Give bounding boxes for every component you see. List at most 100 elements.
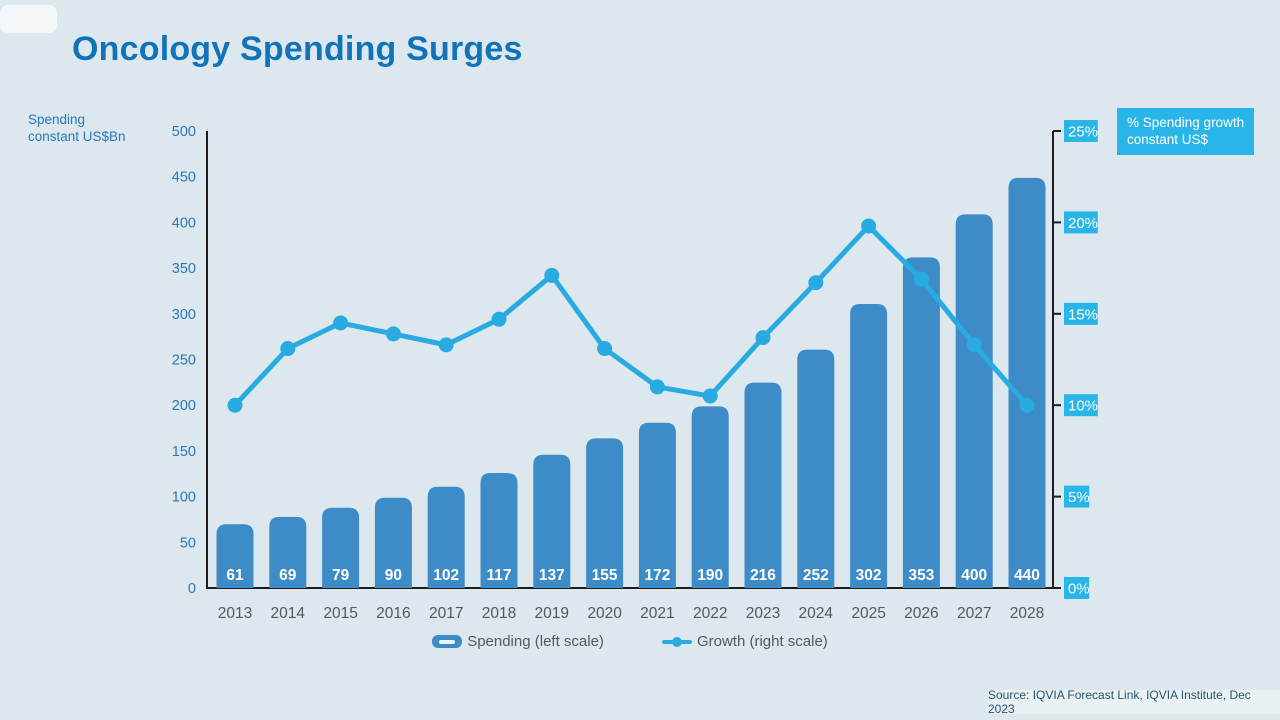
x-axis-year-label: 2028: [1010, 605, 1044, 622]
growth-point-2017: [438, 337, 454, 353]
x-axis-year-label: 2023: [746, 605, 780, 622]
bar-swatch-icon: [432, 635, 463, 648]
bar-value-label: 440: [1014, 567, 1040, 584]
growth-point-2014: [280, 341, 296, 357]
left-axis-tick-label: 350: [172, 261, 196, 277]
growth-point-2013: [227, 397, 243, 413]
spending-bar-2016: [374, 497, 412, 588]
spending-bar-2019: [533, 454, 571, 588]
bar-value-label: 353: [908, 567, 934, 584]
growth-point-2021: [649, 379, 665, 395]
left-axis-tick-label: 200: [172, 398, 196, 414]
growth-point-2019: [544, 267, 560, 283]
bar-value-label: 79: [332, 567, 350, 584]
x-axis-year-label: 2013: [218, 605, 252, 622]
right-axis-tick-badge: [1064, 120, 1098, 142]
source-note: Source: IQVIA Forecast Link, IQVIA Insti…: [988, 688, 1251, 716]
spending-bar-2020: [586, 438, 624, 588]
bar-value-label: 400: [961, 567, 987, 584]
spending-bar-2014: [269, 516, 307, 588]
page-title: Oncology Spending Surges: [72, 30, 523, 68]
x-axis-year-label: 2019: [535, 605, 569, 622]
x-axis-year-label: 2027: [957, 605, 991, 622]
growth-point-2023: [755, 330, 771, 346]
spending-bar-2024: [797, 349, 835, 588]
x-axis-year-label: 2018: [482, 605, 516, 622]
legend-growth-label: Growth (right scale): [696, 633, 828, 650]
source-band: Source: IQVIA Forecast Link, IQVIA Insti…: [988, 688, 1280, 716]
bar-value-label: 69: [279, 567, 297, 584]
growth-point-2028: [1019, 397, 1035, 413]
growth-point-2025: [861, 218, 877, 234]
spending-bar-2018: [480, 473, 518, 588]
x-axis-year-label: 2024: [799, 605, 834, 622]
left-axis-tick-label: 250: [172, 353, 196, 369]
corner-decoration: [0, 5, 57, 33]
spending-bar-2025: [850, 303, 888, 588]
growth-point-2016: [385, 326, 401, 342]
spending-bar-2021: [638, 422, 676, 588]
bar-value-label: 302: [856, 567, 882, 584]
spending-bar-2026: [902, 257, 940, 588]
bar-value-label: 155: [592, 567, 618, 584]
x-axis-year-label: 2021: [640, 605, 674, 622]
spending-bar-2015: [322, 507, 360, 588]
x-axis-year-label: 2022: [693, 605, 727, 622]
x-axis-year-label: 2017: [429, 605, 463, 622]
growth-point-2024: [808, 275, 824, 291]
bar-value-label: 102: [433, 567, 459, 584]
line-swatch-icon: [661, 635, 692, 648]
bar-value-label: 61: [226, 567, 244, 584]
right-axis-tick-label: 20%: [1068, 215, 1098, 232]
bar-value-label: 137: [539, 567, 565, 584]
x-axis-year-label: 2026: [904, 605, 938, 622]
bar-value-label: 216: [750, 567, 776, 584]
spending-bar-2013: [216, 524, 254, 588]
left-axis-tick-label: 400: [172, 215, 196, 231]
left-axis-tick-label: 500: [172, 124, 196, 140]
right-axis-tick-badge: [1064, 302, 1098, 325]
right-axis-tick-label: 25%: [1068, 124, 1098, 141]
right-axis-tick-badge: [1064, 211, 1098, 234]
left-axis-tick-label: 150: [172, 444, 196, 460]
left-axis-tick-label: 300: [172, 307, 196, 323]
growth-point-2027: [966, 337, 982, 353]
right-axis-tick-label: 15%: [1068, 306, 1098, 323]
x-axis-year-label: 2020: [587, 605, 622, 622]
spending-bar-2023: [744, 382, 782, 588]
right-axis-tick-label: 10%: [1068, 398, 1098, 415]
growth-point-2020: [597, 341, 613, 357]
bar-value-label: 90: [385, 567, 402, 584]
spending-bar-2027: [955, 214, 993, 588]
growth-point-2022: [702, 388, 718, 404]
x-axis-year-label: 2015: [323, 605, 357, 622]
legend-item-growth: Growth (right scale): [661, 633, 828, 650]
x-axis-year-label: 2025: [851, 605, 885, 622]
growth-point-2026: [913, 271, 929, 287]
right-axis-tick-badge: [1064, 485, 1090, 508]
right-axis-tick-badge: [1064, 394, 1098, 417]
x-axis-year-label: 2014: [271, 605, 306, 622]
bar-value-label: 172: [644, 567, 670, 584]
bar-value-label: 190: [697, 567, 723, 584]
growth-point-2018: [491, 311, 507, 327]
right-axis-tick-badge: [1064, 577, 1090, 599]
x-axis-year-label: 2016: [376, 605, 410, 622]
legend-spending-label: Spending (left scale): [467, 633, 604, 650]
right-axis-tick-label: 0%: [1068, 581, 1090, 598]
spending-bar-2017: [427, 486, 465, 588]
growth-point-2015: [333, 315, 349, 331]
spending-bar-2022: [691, 406, 729, 588]
left-axis-title: Spending constant US$Bn: [28, 112, 126, 144]
left-axis-tick-label: 0: [188, 581, 196, 597]
left-axis-tick-label: 450: [172, 170, 196, 186]
chart-legend: Spending (left scale) Growth (right scal…: [207, 633, 1053, 650]
growth-line: [232, 223, 1030, 408]
bar-value-label: 252: [803, 567, 829, 584]
spending-bar-2028: [1008, 177, 1046, 588]
legend-item-spending: Spending (left scale): [432, 633, 604, 650]
left-axis-tick-label: 50: [180, 535, 196, 551]
right-axis-title-badge: % Spending growth constant US$: [1117, 108, 1255, 155]
